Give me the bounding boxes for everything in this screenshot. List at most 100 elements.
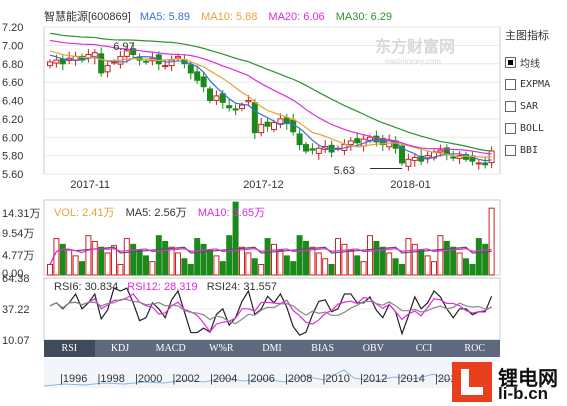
volume-bar [283,255,290,276]
volume-bar [277,249,284,276]
checkbox-icon[interactable] [505,100,516,112]
volume-bar [258,264,265,276]
ma10-label: MA10: 5.88 [201,11,258,23]
indicator-bbi[interactable]: BBI [505,139,565,161]
volume-bar [200,243,207,276]
volume-bar [245,252,252,276]
volume-bar [315,252,322,276]
candle [123,50,130,57]
volume-ma5-line [49,246,492,265]
tab-bias[interactable]: BIAS [311,343,335,354]
y-tick-label: 6.40 [2,96,23,108]
candle [251,102,258,134]
candle [347,140,354,146]
checkbox-icon[interactable] [505,144,516,156]
volume-bar [130,243,137,276]
y-tick-label: 7.20 [2,22,23,34]
indicator-tabs: RSI KDJ MACD W%R DMI BIAS OBV CCI ROC [44,340,500,357]
volume-header: VOL: 2.41万 MA5: 2.56万 MA10: 3.65万 [54,204,265,220]
volume-bar [424,255,431,276]
tab-wr[interactable]: W%R [209,343,234,354]
checkbox-icon[interactable] [505,122,516,134]
volume-bar [456,252,463,276]
rsi-y-tick: 37.22 [2,304,30,316]
tab-cci[interactable]: CCI [415,343,433,354]
year-label: |1996 [60,373,88,385]
volume-bar [219,261,226,276]
candle [367,136,373,141]
volume-bar [309,246,316,276]
volume-bar [335,238,341,276]
y-tick-label: 6.80 [2,59,23,71]
volume-bar [104,252,111,276]
indicator-sar[interactable]: SAR [505,95,565,117]
low-annotation: 5.63 [334,165,355,177]
y-tick-label: 5.80 [2,151,23,163]
volume-bar [143,255,149,276]
tab-rsi[interactable]: RSI [44,340,95,357]
tab-obv[interactable]: OBV [362,343,384,354]
stock-name: 智慧能源[600869] [44,11,131,23]
volume-bar [418,249,425,276]
timeline-navigator[interactable]: |1996 |1998 |2000 |2002 |2004 |2006 |2008 |2010… [44,358,500,388]
volume-bar [168,246,175,276]
indicator-expma[interactable]: EXPMA [505,73,565,95]
candle [303,144,309,152]
chart-header: 智慧能源[600869] MA5: 5.89 MA10: 5.88 MA20: … [44,8,392,24]
y-tick-label: 6.00 [2,132,23,144]
x-tick-label: 2018-01 [390,179,430,191]
volume-bar [194,238,201,276]
checkbox-icon[interactable] [505,56,516,68]
candle [104,65,111,73]
volume-bar [226,235,233,276]
volume-bar [155,235,162,276]
candle [354,138,361,144]
candle [98,53,105,74]
x-tick-label: 2017-12 [243,179,283,191]
volume-bar [437,235,444,276]
volume-y-tick: 9.54万 [2,228,34,240]
volume-bar [149,261,156,276]
candle [207,88,213,102]
vol-ma10-label: MA10: 3.65万 [197,207,266,219]
ma20-label: MA20: 6.06 [268,11,325,23]
volume-bar [328,264,335,276]
volume-bar [79,261,85,276]
watermark: 东方财富网 [375,37,455,56]
volume-bar [341,243,348,276]
tab-roc[interactable]: ROC [464,343,485,354]
year-label: |2004 [210,373,238,385]
candle [411,156,418,161]
rsi6-label: RSI6: 30.834 [54,281,119,293]
y-tick-label: 6.20 [2,114,23,126]
volume-bar [290,261,297,276]
candle [424,155,431,159]
year-label: |2002 [172,373,200,385]
year-label: |2006 [247,373,275,385]
ma30-label: MA30: 6.29 [335,11,393,23]
tab-macd[interactable]: MACD [155,343,186,354]
volume-bar [213,255,220,276]
candle [296,133,303,146]
x-tick-label: 2017-11 [70,179,110,191]
volume-bar [379,246,386,276]
volume-bar [47,264,53,276]
volume-bar [475,238,482,276]
volume-bar [181,258,188,276]
volume-y-tick: 0.00 [2,268,23,280]
indicator-ma[interactable]: 均线 [505,51,565,73]
indicator-boll[interactable]: BOLL [505,117,565,139]
tab-dmi[interactable]: DMI [262,343,282,354]
volume-bar [303,240,309,276]
logo-name: 锂电网 [498,366,558,390]
volume-bar [136,249,143,276]
volume-bar [386,252,393,276]
volume-bar [360,261,367,276]
candle [277,118,284,125]
tab-kdj[interactable]: KDJ [110,343,130,354]
volume-bar [431,261,437,276]
rsi6-line [49,287,493,336]
volume-bar [463,258,469,276]
checkbox-icon[interactable] [505,78,516,90]
